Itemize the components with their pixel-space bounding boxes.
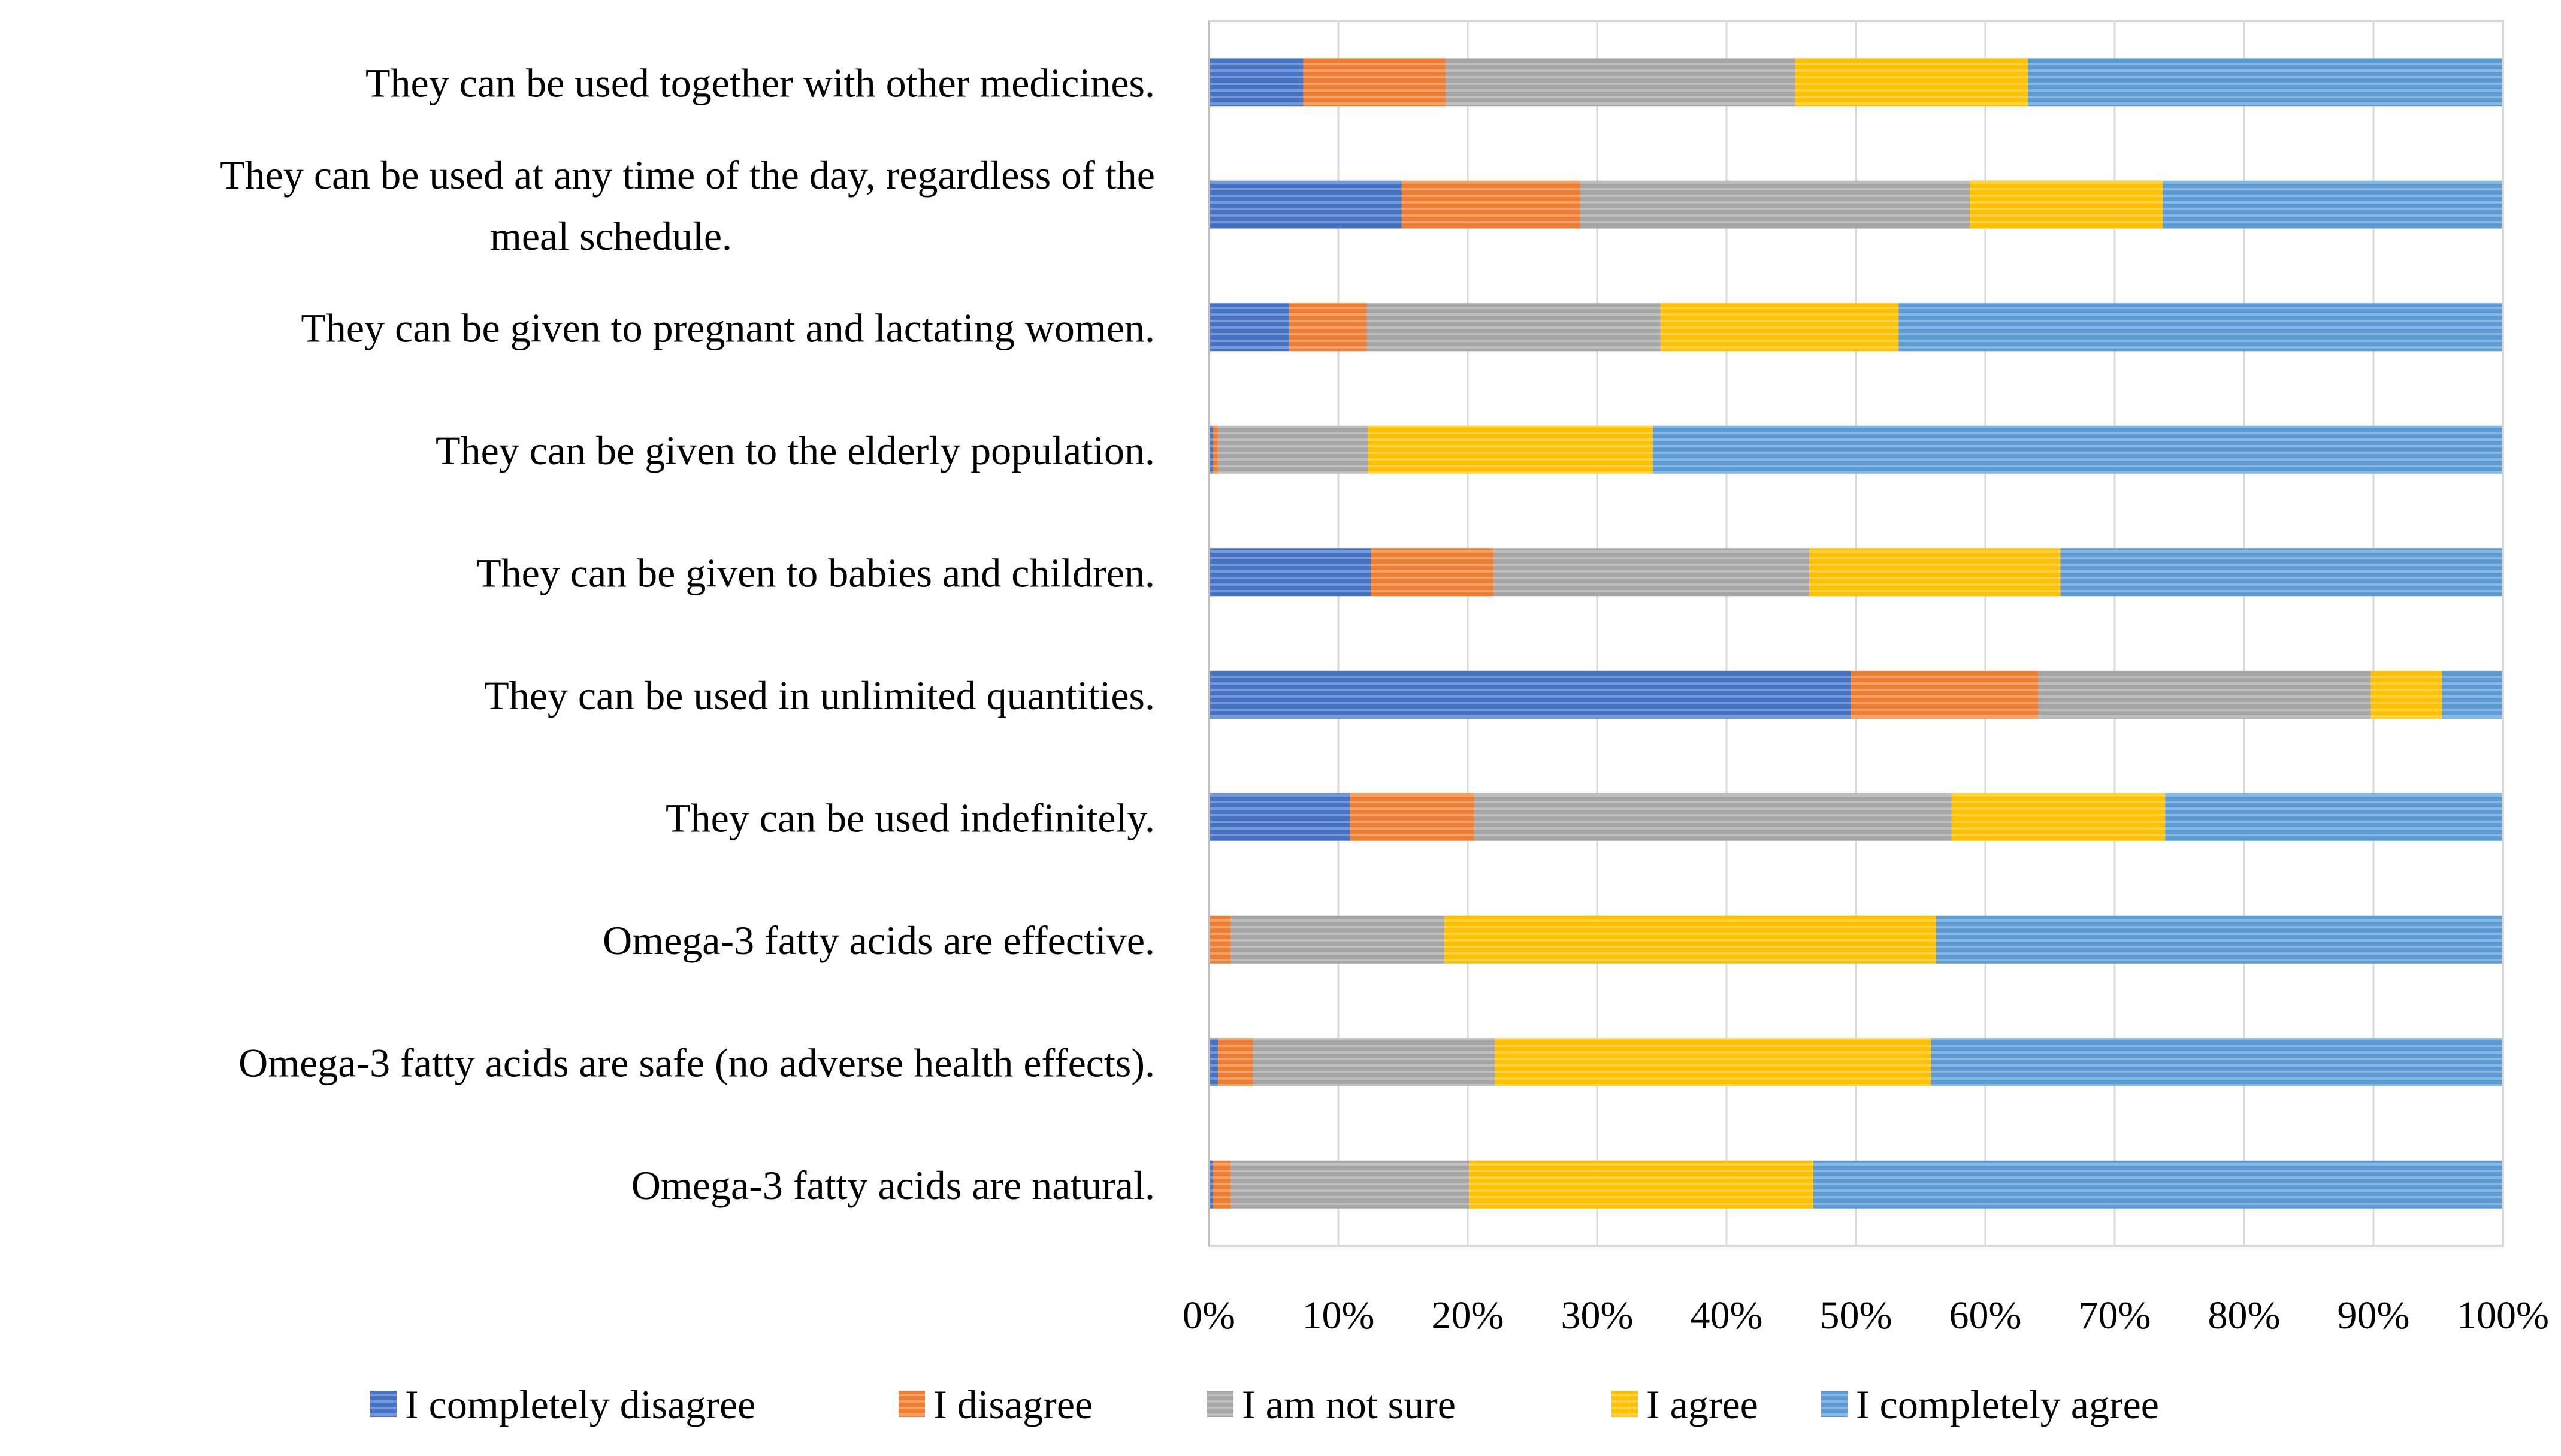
bar-segment bbox=[2162, 180, 2503, 229]
bar-segment bbox=[1368, 425, 1653, 474]
bar-segment bbox=[1401, 180, 1580, 229]
x-tick-label: 100% bbox=[2457, 1294, 2549, 1337]
bar-segment bbox=[1795, 58, 2028, 107]
bar-segment bbox=[1218, 425, 1368, 474]
legend-label: I completely agree bbox=[1856, 1382, 2159, 1427]
category-labels: They can be used together with other med… bbox=[220, 60, 1155, 1208]
bar-segment bbox=[1209, 303, 1289, 352]
bar-segment bbox=[1209, 915, 1231, 964]
x-tick-label: 90% bbox=[2338, 1294, 2410, 1337]
x-tick-label: 50% bbox=[1820, 1294, 1892, 1337]
bar-segment bbox=[1660, 303, 1899, 352]
bar-segment bbox=[1213, 425, 1218, 474]
category-label: meal schedule. bbox=[490, 213, 732, 259]
legend-item: I completely disagree bbox=[370, 1382, 755, 1427]
bar-segment bbox=[1209, 670, 1851, 719]
bar-segment bbox=[1444, 915, 1936, 964]
bar-segment bbox=[1652, 425, 2503, 474]
bar-segment bbox=[1446, 58, 1795, 107]
bar-segment bbox=[2165, 793, 2503, 841]
bar-segment bbox=[2370, 670, 2442, 719]
category-label: They can be given to the elderly populat… bbox=[436, 428, 1155, 473]
bar-segment bbox=[1209, 548, 1371, 597]
bar-segment bbox=[1371, 548, 1494, 597]
bar-segment bbox=[2060, 548, 2503, 597]
bar-segment bbox=[1813, 1160, 2503, 1209]
legend-item: I am not sure bbox=[1207, 1382, 1456, 1427]
category-label: Omega-3 fatty acids are natural. bbox=[631, 1163, 1155, 1208]
bar-segment bbox=[1350, 793, 1474, 841]
legend-item: I disagree bbox=[899, 1382, 1093, 1427]
bar-segment bbox=[1209, 58, 1304, 107]
bar-segment bbox=[2442, 670, 2503, 719]
legend-label: I am not sure bbox=[1242, 1382, 1456, 1427]
bar-segment bbox=[1970, 180, 2163, 229]
category-label: They can be used together with other med… bbox=[365, 60, 1155, 105]
x-tick-label: 20% bbox=[1432, 1294, 1504, 1337]
legend: I completely disagree I disagree I am not … bbox=[370, 1382, 2159, 1427]
bar-segment bbox=[1366, 303, 1661, 352]
bar-segment bbox=[1209, 793, 1350, 841]
bar-segment bbox=[1209, 1160, 1213, 1209]
bar-segment bbox=[1230, 915, 1445, 964]
category-label: They can be given to babies and children… bbox=[476, 550, 1155, 595]
bar-segment bbox=[2028, 58, 2503, 107]
x-tick-label: 40% bbox=[1691, 1294, 1763, 1337]
x-tick-label: 30% bbox=[1561, 1294, 1634, 1337]
category-label: They can be used indefinitely. bbox=[666, 795, 1155, 840]
bars bbox=[1209, 58, 2503, 1209]
bar-segment bbox=[1580, 180, 1970, 229]
bar-segment bbox=[1218, 1038, 1253, 1086]
x-tick-label: 0% bbox=[1183, 1294, 1235, 1337]
category-label: They can be used at any time of the day,… bbox=[220, 152, 1155, 198]
category-label: They can be used in unlimited quantities… bbox=[484, 673, 1155, 718]
bar-segment bbox=[2038, 670, 2371, 719]
x-tick-labels: 0% 10% 20% 30% 40% 50% 60% 70% 80% 90% 100% bbox=[1183, 1294, 2549, 1337]
x-tick-label: 60% bbox=[1949, 1294, 2022, 1337]
bar-segment bbox=[1809, 548, 2061, 597]
bar-segment bbox=[1303, 58, 1446, 107]
bar-segment bbox=[1936, 915, 2503, 964]
bar-segment bbox=[1469, 1160, 1813, 1209]
legend-label: I completely disagree bbox=[405, 1382, 755, 1427]
bar-segment bbox=[1209, 180, 1402, 229]
legend-item: I agree bbox=[1611, 1382, 1758, 1427]
bar-segment bbox=[1474, 793, 1952, 841]
bar-segment bbox=[1209, 1038, 1218, 1086]
bar-segment bbox=[1253, 1038, 1495, 1086]
bar-segment bbox=[1931, 1038, 2503, 1086]
bar-segment bbox=[1495, 1038, 1931, 1086]
bar-segment bbox=[1898, 303, 2503, 352]
bar-segment bbox=[1289, 303, 1367, 352]
category-label: Omega-3 fatty acids are effective. bbox=[603, 918, 1155, 963]
x-tick-label: 10% bbox=[1302, 1294, 1375, 1337]
bar-segment bbox=[1209, 425, 1213, 474]
bar-segment bbox=[1230, 1160, 1470, 1209]
bar-segment bbox=[1951, 793, 2166, 841]
legend-item: I completely agree bbox=[1821, 1382, 2159, 1427]
x-tick-label: 80% bbox=[2208, 1294, 2281, 1337]
bar-segment bbox=[1851, 670, 2039, 719]
x-tick-label: 70% bbox=[2079, 1294, 2151, 1337]
category-label: They can be given to pregnant and lactat… bbox=[301, 305, 1155, 350]
axes bbox=[1208, 20, 2504, 1247]
legend-label: I disagree bbox=[933, 1382, 1093, 1427]
bar-segment bbox=[1213, 1160, 1231, 1209]
category-label: Omega-3 fatty acids are safe (no adverse… bbox=[238, 1040, 1155, 1085]
legend-label: I agree bbox=[1646, 1382, 1758, 1427]
bar-segment bbox=[1493, 548, 1810, 597]
